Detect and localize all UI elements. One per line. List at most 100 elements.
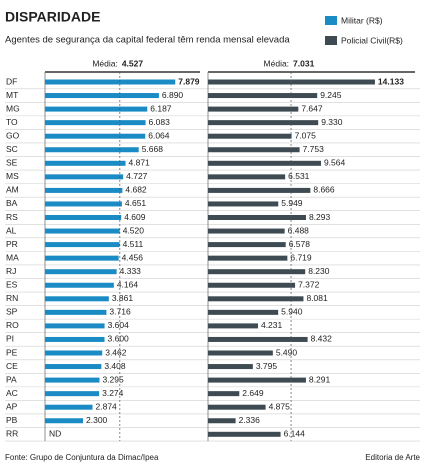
bar [208, 133, 292, 139]
bar [45, 336, 105, 342]
bar [208, 282, 296, 288]
value-label: ND [49, 429, 61, 439]
bar [208, 242, 286, 248]
category-label: GO [6, 130, 20, 140]
bar [208, 120, 319, 126]
value-label: 5.490 [276, 347, 298, 357]
bar [45, 93, 159, 99]
bar [208, 431, 281, 437]
value-label: 8.293 [309, 212, 331, 222]
bar [45, 255, 119, 261]
category-label: MT [6, 90, 18, 100]
bar [208, 174, 286, 180]
value-label: 4.231 [261, 320, 283, 330]
value-label: 7.372 [298, 280, 320, 290]
value-label: 3.462 [105, 347, 127, 357]
value-label: 8.432 [311, 334, 333, 344]
value-label: 6.083 [149, 117, 171, 127]
value-label: 9.245 [320, 90, 342, 100]
category-label: AL [6, 225, 17, 235]
value-label: 5.940 [281, 307, 303, 317]
bar [45, 269, 117, 275]
legend-label: Militar (R$) [341, 15, 383, 25]
value-label: 4.875 [269, 401, 291, 411]
value-label: 5.668 [142, 144, 164, 154]
source: Fonte: Grupo de Conjuntura da Dimac/Ipea [5, 453, 159, 462]
value-label: 6.890 [162, 90, 184, 100]
bar [208, 296, 304, 302]
category-label: RN [6, 293, 18, 303]
bar [45, 391, 100, 397]
category-label: PE [6, 347, 18, 357]
value-label: 6.187 [150, 103, 172, 113]
value-label: 4.727 [126, 171, 148, 181]
bar [45, 147, 139, 153]
bar [45, 174, 124, 180]
value-label: 2.300 [86, 415, 108, 425]
category-label: BA [6, 198, 18, 208]
legend-swatch [325, 36, 337, 45]
value-label: 3.600 [108, 334, 130, 344]
bar [208, 323, 258, 329]
value-label: 4.456 [122, 252, 144, 262]
value-label: 4.609 [124, 212, 146, 222]
value-label: 6.488 [288, 225, 310, 235]
value-label: 4.871 [129, 158, 151, 168]
bar [208, 106, 299, 112]
category-label: CE [6, 361, 18, 371]
value-label: 6.064 [148, 130, 170, 140]
bar [208, 364, 253, 370]
category-label: AM [6, 185, 19, 195]
category-label: SE [6, 158, 18, 168]
category-label: MS [6, 171, 19, 181]
bar [45, 404, 93, 410]
mean-text: Média: [92, 58, 118, 68]
value-label: 5.949 [281, 198, 303, 208]
bar [45, 201, 122, 207]
legend-label: Policial Civil(R$) [341, 35, 403, 45]
value-label: 2.336 [239, 415, 261, 425]
category-label: PA [6, 374, 17, 384]
value-label: 4.520 [123, 225, 145, 235]
mean-text: Média: [264, 58, 290, 68]
bar [45, 106, 148, 112]
bar [45, 296, 109, 302]
bar [45, 309, 107, 315]
category-label: ES [6, 280, 18, 290]
category-label: SP [6, 307, 18, 317]
value-label: 8.230 [308, 266, 330, 276]
value-label: 6.144 [284, 429, 306, 439]
mean-value: 7.031 [293, 58, 315, 68]
bar [208, 350, 273, 356]
value-label: 3.795 [256, 361, 278, 371]
category-label: AP [6, 401, 18, 411]
value-label: 7.075 [295, 130, 317, 140]
value-label: 14.133 [378, 76, 404, 86]
bar [45, 160, 126, 166]
value-label: 4.651 [125, 198, 147, 208]
bar [45, 418, 84, 424]
bar [208, 269, 306, 275]
bar [45, 364, 102, 370]
value-label: 6.578 [289, 239, 311, 249]
bar [45, 187, 123, 193]
value-label: 4.511 [123, 239, 144, 249]
category-label: MG [6, 103, 20, 113]
bar [208, 418, 236, 424]
category-label: DF [6, 76, 17, 86]
chart-subtitle: Agentes de segurança da capital federal … [5, 35, 290, 46]
bar [45, 120, 146, 126]
value-label: 4.682 [125, 185, 147, 195]
bar [208, 160, 321, 166]
value-label: 9.564 [324, 158, 346, 168]
value-label: 4.333 [120, 266, 142, 276]
category-label: RJ [6, 266, 16, 276]
bar [208, 391, 240, 397]
bar [45, 133, 146, 139]
bar [208, 377, 306, 383]
category-label: RR [6, 429, 18, 439]
value-label: 3.604 [108, 320, 130, 330]
value-label: 6.531 [288, 171, 310, 181]
bar [208, 228, 285, 234]
